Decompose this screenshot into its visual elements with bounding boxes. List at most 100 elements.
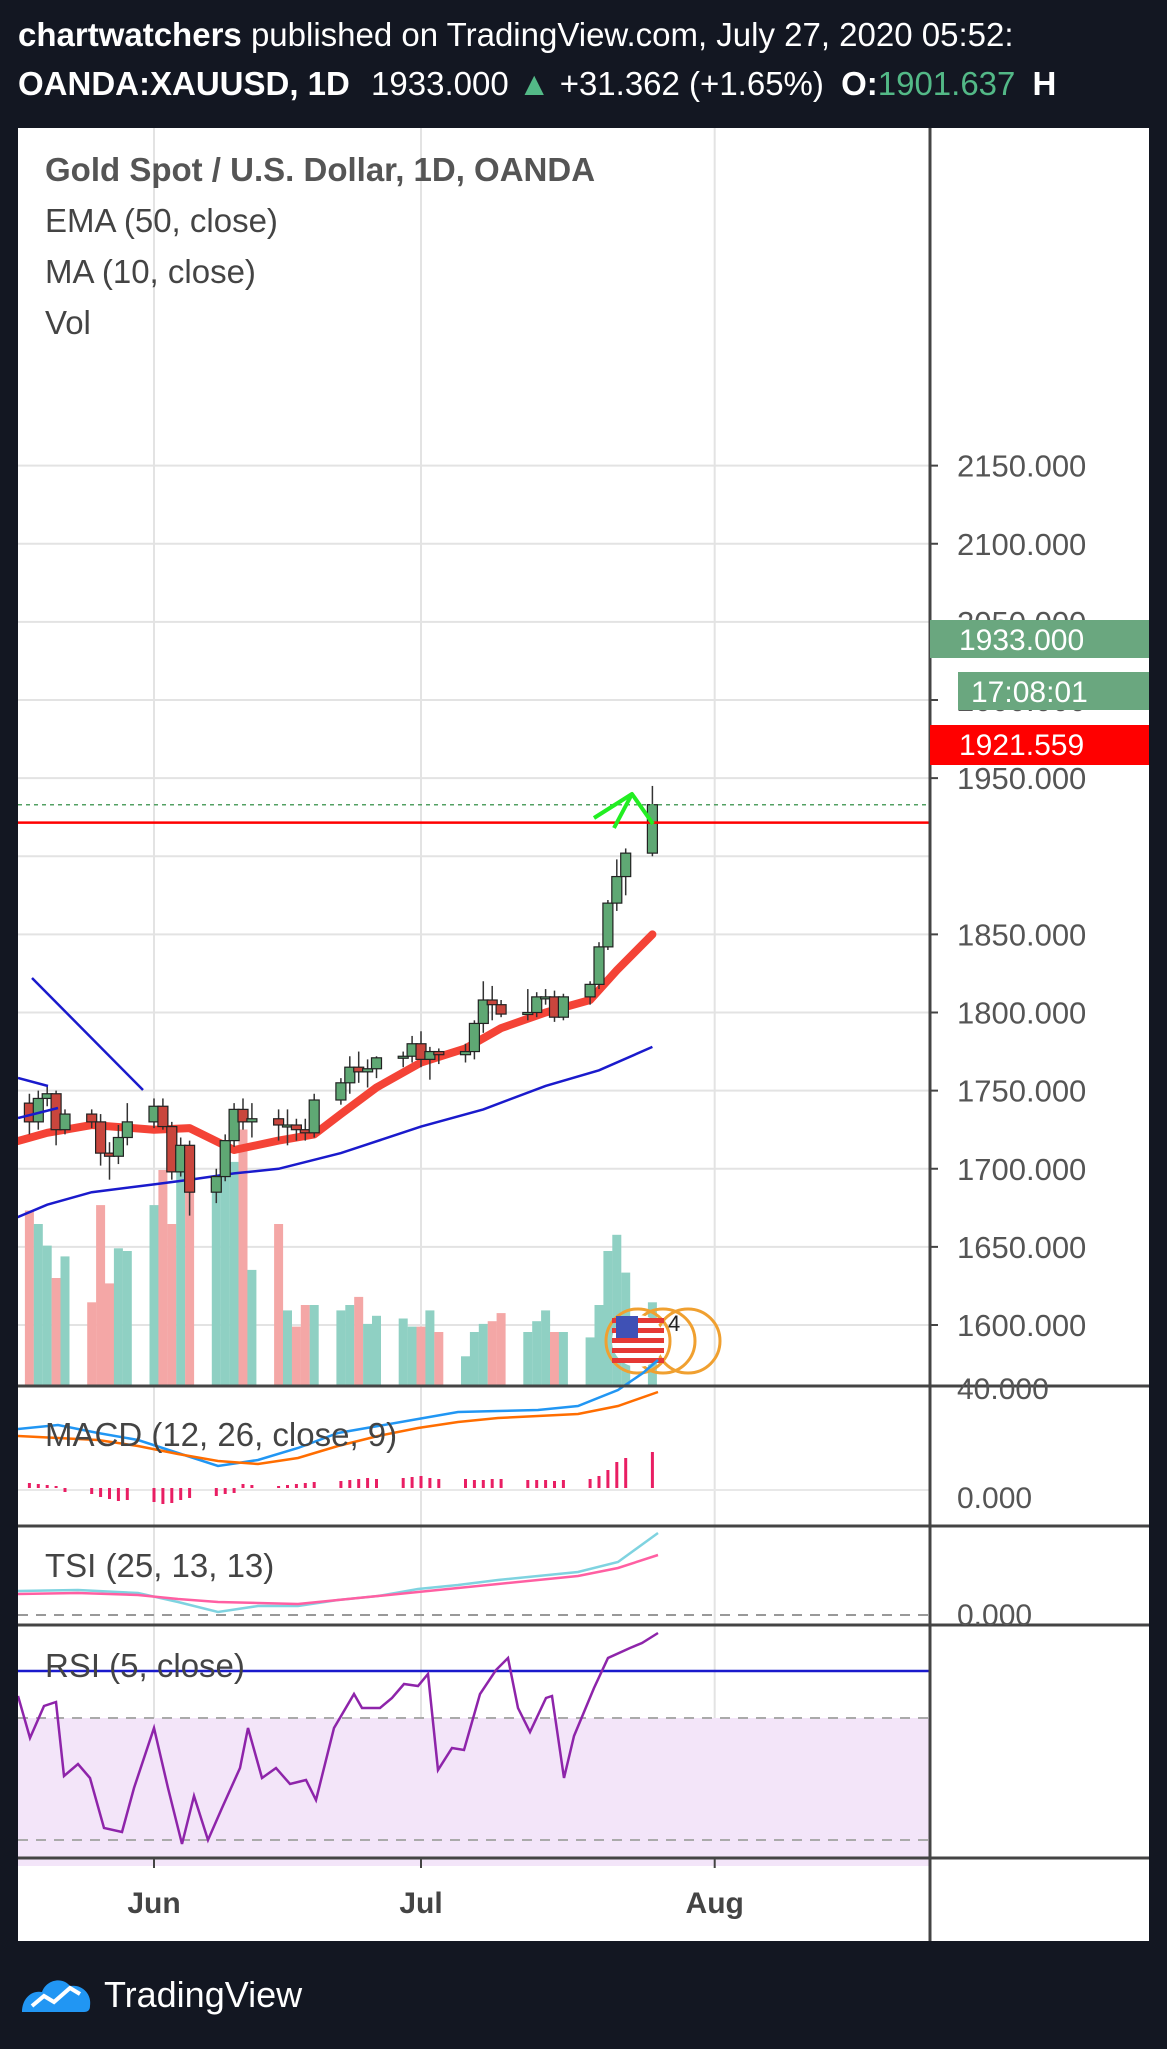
legend-title: Gold Spot / U.S. Dollar, 1D, OANDA — [45, 151, 595, 188]
macd-histogram-bar — [116, 1488, 120, 1501]
volume-bar — [398, 1318, 408, 1386]
volume-bar — [42, 1245, 52, 1386]
macd-histogram-bar — [561, 1480, 565, 1488]
rsi-title[interactable]: RSI (5, close) — [45, 1647, 245, 1684]
red-line-label: 1921.559 — [959, 729, 1084, 762]
tsi-title[interactable]: TSI (25, 13, 13) — [45, 1547, 274, 1584]
volume-bar — [211, 1178, 221, 1386]
volume-bar — [425, 1310, 435, 1386]
volume-bar — [585, 1337, 595, 1386]
legend-ema[interactable]: EMA (50, close) — [45, 202, 278, 239]
y-tick-label: 1650.000 — [957, 1230, 1086, 1265]
candle-up — [611, 875, 623, 904]
arrow-drawing — [592, 792, 655, 826]
candle-down — [273, 1118, 285, 1126]
macd-histogram-bar — [544, 1480, 548, 1488]
macd-histogram-bar — [481, 1480, 485, 1488]
candle-down — [184, 1144, 196, 1193]
macd-histogram-bar — [526, 1480, 530, 1488]
macd-histogram-bar — [490, 1479, 494, 1488]
footer-brand[interactable]: TradingView — [104, 1974, 303, 2015]
footer: TradingView — [18, 1965, 302, 2025]
macd-histogram-bar — [366, 1478, 370, 1488]
axes: 2150.0002100.0002050.0002000.0001950.000… — [18, 128, 1149, 1941]
volume-bar — [487, 1321, 497, 1386]
trendline-drawing — [18, 1106, 59, 1120]
volume-bar — [461, 1356, 470, 1386]
volume-bar — [541, 1310, 551, 1386]
event-ring — [604, 1307, 672, 1375]
chart-frame[interactable]: 2150.0002100.0002050.0002000.0001950.000… — [18, 128, 1149, 1941]
moving-averages — [18, 930, 657, 1219]
x-tick-label: Jun — [127, 1887, 180, 1920]
high-label: H — [1032, 65, 1057, 102]
candle-up — [308, 1099, 320, 1134]
volume-bar — [532, 1321, 542, 1386]
macd-histogram-bar — [348, 1480, 352, 1488]
y-tick-label: 1850.000 — [957, 917, 1086, 952]
macd-histogram-bar — [553, 1481, 556, 1488]
candle-down — [495, 1004, 507, 1015]
volume-bar — [283, 1310, 292, 1386]
volume-bar — [612, 1234, 622, 1386]
macd-histogram-bar — [428, 1478, 432, 1488]
volume-bar — [229, 1161, 239, 1386]
macd-title[interactable]: MACD (12, 26, close, 9) — [45, 1416, 397, 1453]
legend-vol[interactable]: Vol — [45, 304, 91, 341]
volume-bar — [176, 1156, 186, 1386]
legend-ma[interactable]: MA (10, close) — [45, 253, 256, 290]
trendline-drawing — [18, 1076, 49, 1088]
chart-canvas[interactable]: 2150.0002100.0002050.0002000.0001950.000… — [18, 128, 1149, 1941]
candle-up — [531, 996, 543, 1014]
candle-up — [121, 1121, 133, 1139]
volume-bar — [309, 1305, 319, 1386]
volume-bar — [496, 1313, 506, 1386]
macd-histogram-bar — [650, 1452, 654, 1488]
trendline-drawing — [31, 977, 144, 1091]
candle-up — [602, 902, 614, 948]
volume-bar — [336, 1310, 346, 1386]
volume-bar — [354, 1296, 364, 1386]
flag-canton — [616, 1316, 638, 1338]
macd-histogram-bar — [419, 1476, 423, 1488]
candle-up — [477, 999, 489, 1025]
volume-bar — [247, 1269, 257, 1386]
macd-histogram-bar — [45, 1485, 49, 1488]
tradingview-logo-icon[interactable] — [18, 1972, 96, 2018]
volume-bars — [24, 1129, 657, 1386]
volume-bar — [122, 1251, 132, 1386]
candle-down — [486, 999, 498, 1006]
macd-histogram-bar — [250, 1485, 254, 1488]
volume-bar — [149, 1205, 159, 1386]
y-tick-label: 2100.000 — [957, 527, 1086, 562]
y-tick-label: 1800.000 — [957, 996, 1086, 1031]
y-tick-label: 1600.000 — [957, 1308, 1086, 1343]
macd-histogram-bar — [472, 1480, 476, 1488]
macd-axis-top: 40.000 — [957, 1373, 1049, 1406]
volume-bar — [60, 1256, 70, 1386]
candle-down — [86, 1113, 98, 1123]
volume-bar — [220, 1170, 230, 1386]
flag-stripe — [612, 1348, 664, 1353]
macd-histogram-bar — [357, 1479, 361, 1488]
last-price-label: 1933.000 — [959, 624, 1084, 657]
macd-histogram-bar — [188, 1488, 192, 1498]
candle-up — [112, 1136, 125, 1157]
volume-bar — [105, 1283, 114, 1386]
annotations — [18, 792, 930, 1375]
y-tick-label: 1750.000 — [957, 1074, 1086, 1109]
macd-histogram-bar — [597, 1476, 601, 1488]
author-name[interactable]: chartwatchers — [18, 16, 242, 53]
candle-up — [468, 1022, 480, 1053]
candle-up — [424, 1050, 436, 1060]
volume-bar — [523, 1332, 533, 1386]
volume-bar — [238, 1129, 248, 1386]
tsi-signal-line — [18, 1553, 659, 1606]
volume-bar — [185, 1188, 195, 1386]
y-tick-label: 1950.000 — [957, 761, 1086, 796]
macd-histogram-bar — [294, 1484, 298, 1488]
candle-up — [459, 1050, 472, 1056]
macd-histogram-bar — [606, 1470, 610, 1488]
volume-bar — [33, 1224, 43, 1386]
candle-up — [397, 1055, 409, 1059]
